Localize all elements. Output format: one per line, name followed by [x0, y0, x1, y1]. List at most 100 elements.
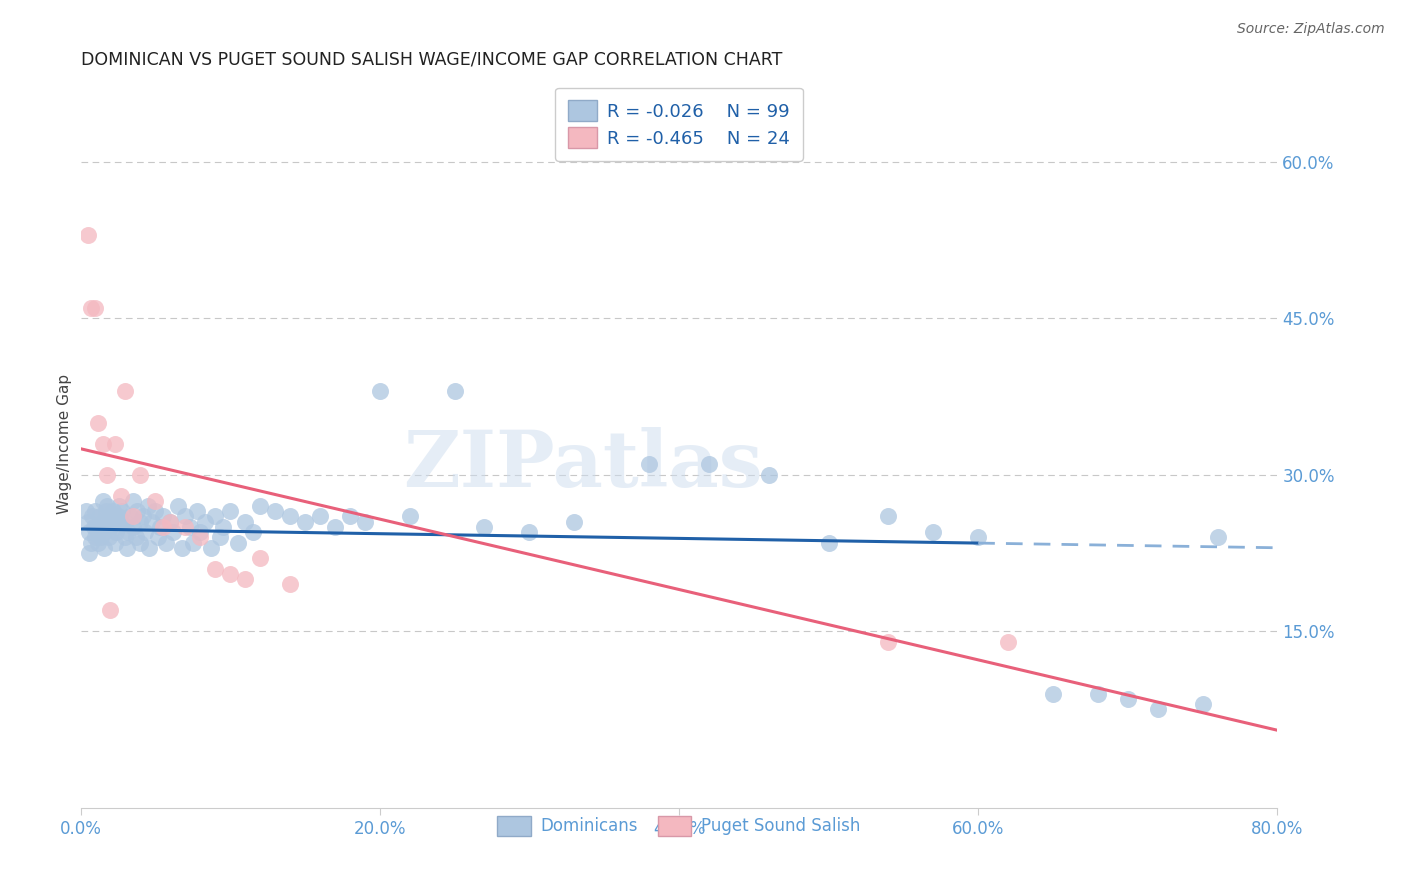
Point — [80, 301, 103, 315]
Point — [149, 520, 172, 534]
Point — [264, 504, 287, 518]
Point — [114, 515, 136, 529]
Point — [129, 515, 152, 529]
Point — [87, 525, 110, 540]
Point — [204, 509, 226, 524]
Point — [94, 504, 117, 518]
Y-axis label: Wage/Income Gap: Wage/Income Gap — [58, 374, 72, 514]
Point — [1206, 530, 1229, 544]
Point — [1087, 687, 1109, 701]
Point — [104, 535, 127, 549]
Point — [129, 467, 152, 482]
Point — [1191, 697, 1213, 711]
Point — [219, 504, 242, 518]
Point — [80, 535, 103, 549]
Point — [174, 520, 197, 534]
Point — [100, 520, 122, 534]
Legend: Dominicans, Puget Sound Salish: Dominicans, Puget Sound Salish — [489, 808, 869, 844]
Point — [96, 515, 118, 529]
Point — [758, 467, 780, 482]
Point — [86, 520, 108, 534]
Point — [194, 515, 217, 529]
Point — [114, 530, 136, 544]
Point — [877, 509, 900, 524]
Point — [172, 541, 194, 555]
Point — [443, 384, 465, 399]
Point — [84, 301, 107, 315]
Point — [368, 384, 391, 399]
Point — [1146, 702, 1168, 716]
Point — [188, 525, 211, 540]
Point — [132, 509, 155, 524]
Point — [79, 546, 101, 560]
Point — [1042, 687, 1064, 701]
Point — [1116, 692, 1139, 706]
Point — [181, 535, 204, 549]
Point — [211, 520, 233, 534]
Point — [249, 551, 271, 566]
Point — [77, 227, 100, 242]
Point — [186, 504, 208, 518]
Point — [922, 525, 945, 540]
Text: Source: ZipAtlas.com: Source: ZipAtlas.com — [1237, 22, 1385, 37]
Point — [114, 384, 136, 399]
Point — [155, 535, 177, 549]
Point — [638, 458, 661, 472]
Point — [93, 525, 115, 540]
Point — [83, 520, 105, 534]
Point — [100, 509, 122, 524]
Point — [110, 489, 132, 503]
Point — [997, 634, 1019, 648]
Point — [242, 525, 264, 540]
Point — [90, 530, 112, 544]
Point — [226, 535, 249, 549]
Point — [309, 509, 332, 524]
Point — [159, 515, 181, 529]
Point — [87, 416, 110, 430]
Point — [208, 530, 231, 544]
Point — [143, 493, 166, 508]
Point — [122, 493, 145, 508]
Point — [179, 520, 201, 534]
Text: DOMINICAN VS PUGET SOUND SALISH WAGE/INCOME GAP CORRELATION CHART: DOMINICAN VS PUGET SOUND SALISH WAGE/INC… — [80, 51, 782, 69]
Point — [233, 572, 256, 586]
Point — [89, 509, 111, 524]
Point — [294, 515, 316, 529]
Point — [188, 530, 211, 544]
Point — [278, 577, 301, 591]
Point — [233, 515, 256, 529]
Point — [219, 566, 242, 581]
Point — [103, 504, 125, 518]
Point — [91, 493, 114, 508]
Point — [174, 509, 197, 524]
Point — [817, 535, 839, 549]
Point — [87, 535, 110, 549]
Point — [76, 504, 98, 518]
Point — [107, 509, 129, 524]
Point — [93, 541, 115, 555]
Point — [97, 530, 120, 544]
Point — [84, 530, 107, 544]
Point — [105, 525, 128, 540]
Point — [79, 525, 101, 540]
Point — [134, 525, 156, 540]
Point — [138, 541, 160, 555]
Point — [100, 603, 122, 617]
Point — [166, 499, 188, 513]
Point — [108, 499, 131, 513]
Point — [117, 525, 139, 540]
Point — [398, 509, 420, 524]
Point — [967, 530, 990, 544]
Point — [96, 467, 118, 482]
Point — [96, 499, 118, 513]
Point — [353, 515, 375, 529]
Point — [122, 520, 145, 534]
Point — [152, 509, 174, 524]
Point — [111, 504, 134, 518]
Point — [125, 530, 148, 544]
Point — [104, 436, 127, 450]
Point — [122, 509, 145, 524]
Point — [162, 525, 184, 540]
Point — [82, 509, 104, 524]
Point — [118, 509, 141, 524]
